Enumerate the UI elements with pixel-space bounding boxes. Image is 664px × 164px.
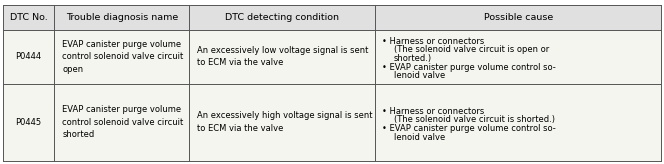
Text: • Harness or connectors: • Harness or connectors xyxy=(382,107,484,116)
Text: shorted.): shorted.) xyxy=(394,54,432,63)
Text: Trouble diagnosis name: Trouble diagnosis name xyxy=(66,13,178,22)
Text: lenoid valve: lenoid valve xyxy=(394,72,445,80)
Bar xyxy=(3,84,661,161)
Text: • Harness or connectors: • Harness or connectors xyxy=(382,37,484,46)
Text: lenoid valve: lenoid valve xyxy=(394,133,445,142)
Text: • EVAP canister purge volume control so-: • EVAP canister purge volume control so- xyxy=(382,63,556,72)
Text: (The solenoid valve circuit is shorted.): (The solenoid valve circuit is shorted.) xyxy=(394,115,554,124)
Text: An excessively low voltage signal is sent
to ECM via the valve: An excessively low voltage signal is sen… xyxy=(197,46,369,67)
Text: P0444: P0444 xyxy=(15,52,42,61)
Text: EVAP canister purge volume
control solenoid valve circuit
shorted: EVAP canister purge volume control solen… xyxy=(62,105,184,139)
Text: (The solenoid valve circuit is open or: (The solenoid valve circuit is open or xyxy=(394,45,549,54)
Text: An excessively high voltage signal is sent
to ECM via the valve: An excessively high voltage signal is se… xyxy=(197,111,373,133)
Text: DTC No.: DTC No. xyxy=(10,13,47,22)
Text: DTC detecting condition: DTC detecting condition xyxy=(225,13,339,22)
Bar xyxy=(3,30,661,84)
Text: P0445: P0445 xyxy=(15,118,42,127)
Text: • EVAP canister purge volume control so-: • EVAP canister purge volume control so- xyxy=(382,124,556,133)
Bar xyxy=(3,5,661,30)
Text: Possible cause: Possible cause xyxy=(483,13,553,22)
Text: EVAP canister purge volume
control solenoid valve circuit
open: EVAP canister purge volume control solen… xyxy=(62,40,184,74)
